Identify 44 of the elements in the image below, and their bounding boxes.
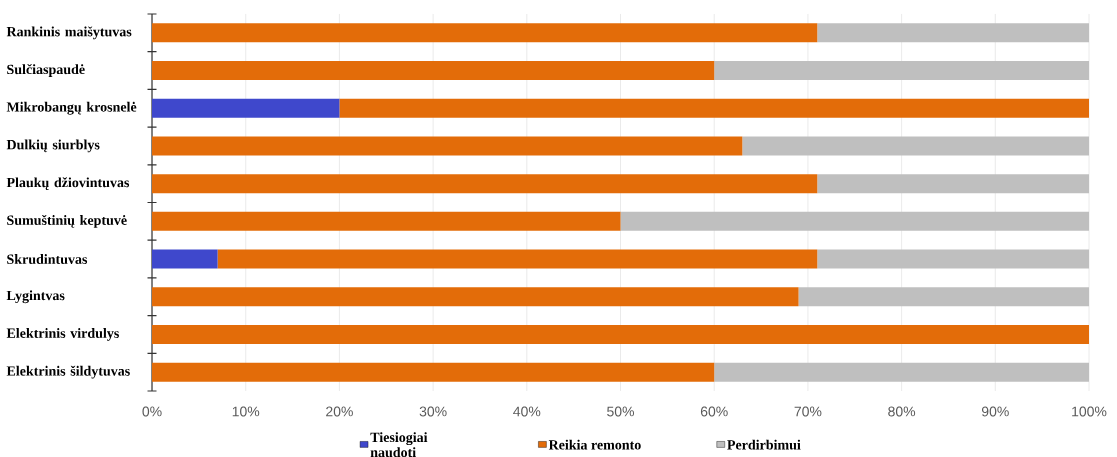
legend-label: Perdirbimui <box>727 439 801 450</box>
y-tick-label: Dulkių siurblys <box>6 139 100 153</box>
x-tick-label: 70% <box>794 406 822 417</box>
x-tick-label: 30% <box>419 406 447 417</box>
bar <box>152 324 1090 344</box>
y-tick-label: Plaukų džiovintuvas <box>6 177 130 191</box>
legend-label: Tiesiogiai naudoti <box>370 432 428 457</box>
x-tick-label: 50% <box>607 406 635 417</box>
x-tick-label: 100% <box>1072 406 1107 417</box>
y-tick-label: Skrudintuvas <box>7 254 88 264</box>
bar <box>742 136 1090 156</box>
bar <box>620 211 1090 231</box>
bar <box>152 287 799 307</box>
legend-label: Reikia remonto <box>548 439 641 450</box>
x-tick-label: 20% <box>326 406 353 417</box>
bar <box>714 61 1090 81</box>
bar <box>714 362 1090 382</box>
y-tick-label: Rankinis maišytuvas <box>6 26 132 40</box>
bar <box>817 249 1090 269</box>
bar <box>217 249 818 269</box>
x-tick-label: 90% <box>981 406 1009 417</box>
bar <box>152 211 621 231</box>
bar <box>339 98 1090 118</box>
y-tick-label: Elektrinis virdulys <box>6 328 119 341</box>
bar <box>817 23 1090 43</box>
x-tick-label: 0% <box>142 406 162 417</box>
bar <box>152 61 715 81</box>
x-tick-label: 60% <box>700 406 728 417</box>
x-tick-label: 40% <box>513 406 541 417</box>
x-tick-label: 80% <box>888 406 916 417</box>
bar <box>152 174 818 194</box>
y-tick-label: Sumuštinių keptuvė <box>7 214 127 228</box>
bar <box>152 136 743 156</box>
x-tick-label: 10% <box>232 406 260 417</box>
y-tick-label: Mikrobangų krosnelė <box>6 101 137 115</box>
bar <box>817 174 1090 194</box>
bar <box>152 249 218 269</box>
bar <box>152 98 340 118</box>
bar <box>152 23 818 43</box>
y-tick-label: Elektrinis šildytuvas <box>6 365 130 379</box>
bar <box>152 362 715 382</box>
y-tick-label: Sulčiaspaudė <box>7 64 85 77</box>
y-tick-label: Lygintvas <box>6 290 65 304</box>
bar <box>798 287 1090 307</box>
